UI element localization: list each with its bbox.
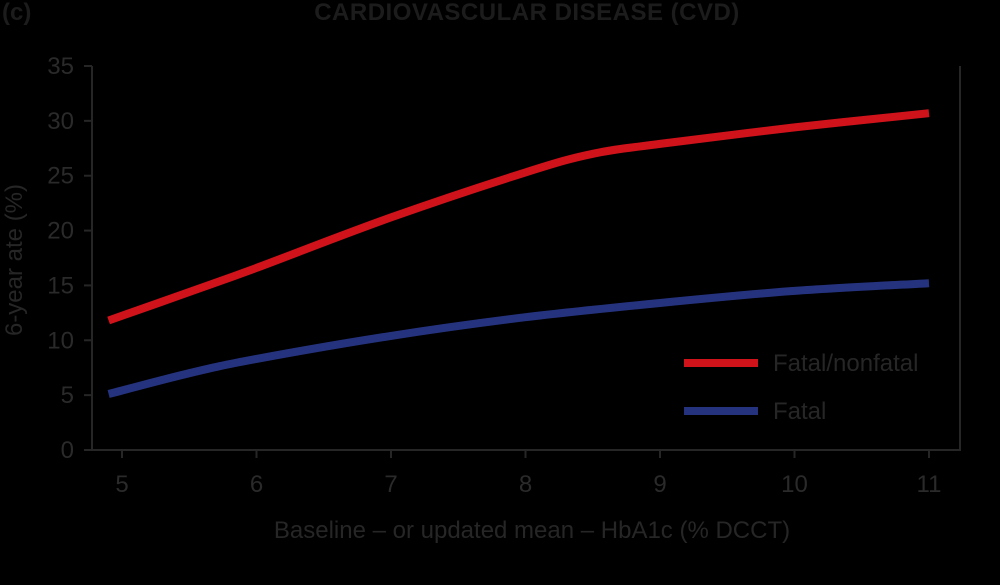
x-tick-label: 6 xyxy=(250,471,263,498)
y-tick-label: 35 xyxy=(47,53,74,80)
legend: Fatal/nonfatal Fatal xyxy=(684,350,918,425)
y-axis-label: 6-year ate (%) xyxy=(1,184,28,336)
y-tick-label: 25 xyxy=(47,163,74,190)
panel-label: (c) xyxy=(2,0,31,26)
y-tick-label: 30 xyxy=(47,108,74,135)
y-tick-label: 20 xyxy=(47,218,74,245)
y-tick-label: 5 xyxy=(61,382,74,409)
x-tick-label: 5 xyxy=(115,471,128,498)
x-tick-label: 8 xyxy=(519,471,532,498)
series-line-fatal xyxy=(107,279,930,398)
x-axis-ticks: 5 6 7 8 9 10 11 xyxy=(115,450,941,498)
y-tick-label: 15 xyxy=(47,272,74,299)
x-axis-label: Baseline – or updated mean – HbA1c (% DC… xyxy=(274,517,790,544)
chart-title: CARDIOVASCULAR DISEASE (CVD) xyxy=(314,0,740,26)
y-tick-label: 0 xyxy=(61,437,74,464)
x-tick-label: 10 xyxy=(781,471,808,498)
legend-label-fatal-nonfatal: Fatal/nonfatal xyxy=(773,350,918,377)
y-axis-ticks: 0 5 10 15 20 25 30 35 xyxy=(47,53,92,464)
legend-label-fatal: Fatal xyxy=(773,398,826,425)
x-tick-label: 11 xyxy=(917,471,942,498)
series-layer xyxy=(107,109,930,398)
series-line-fatal-nonfatal xyxy=(107,109,930,325)
x-tick-label: 7 xyxy=(384,471,397,498)
y-tick-label: 10 xyxy=(47,327,74,354)
x-tick-label: 9 xyxy=(653,471,666,498)
